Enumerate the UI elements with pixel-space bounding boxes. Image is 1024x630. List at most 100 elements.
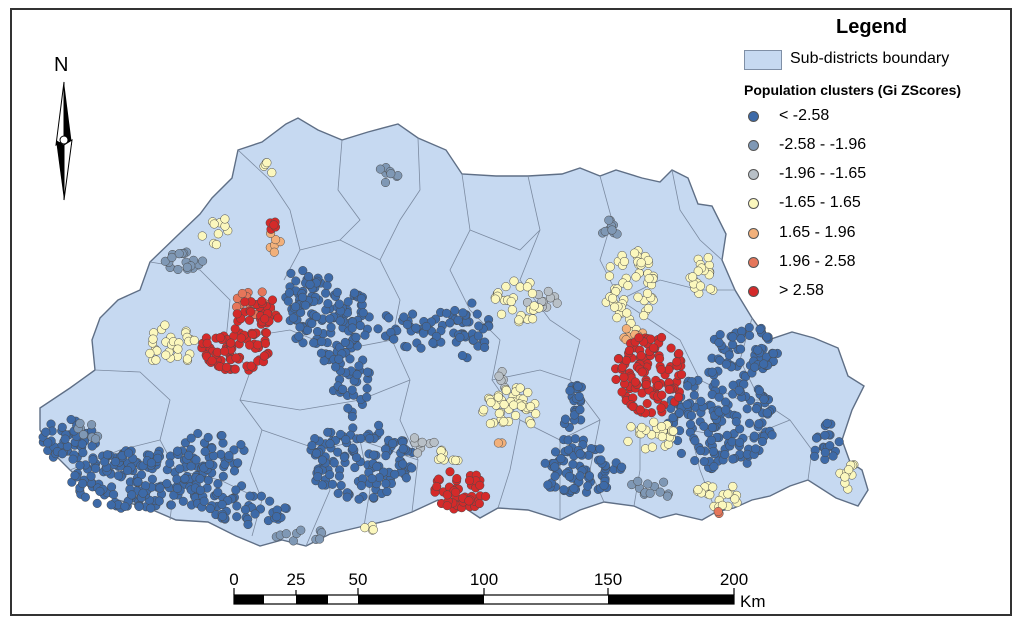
scale-tick-label: 200 xyxy=(719,570,749,589)
population-point xyxy=(173,344,183,354)
legend-class-label: -1.65 - 1.65 xyxy=(779,194,861,211)
population-point xyxy=(559,485,569,495)
population-point xyxy=(336,480,346,490)
population-point xyxy=(453,315,463,325)
population-point xyxy=(60,434,70,444)
population-point xyxy=(267,168,277,178)
population-point xyxy=(205,504,215,514)
population-point xyxy=(316,348,326,358)
population-point xyxy=(257,296,267,306)
population-point xyxy=(356,294,366,304)
population-point xyxy=(360,330,370,340)
population-point xyxy=(429,437,439,447)
population-point xyxy=(145,348,155,358)
population-point xyxy=(75,418,85,428)
population-point xyxy=(172,474,182,484)
population-point xyxy=(195,474,205,484)
population-point xyxy=(209,219,219,229)
population-point xyxy=(745,330,755,341)
population-point xyxy=(811,433,822,443)
population-point xyxy=(347,412,357,422)
population-point xyxy=(323,427,333,437)
legend-class-7: > 2.58 xyxy=(748,281,824,301)
legend-dot-icon xyxy=(748,110,759,122)
population-point xyxy=(323,299,333,309)
population-point xyxy=(198,256,208,266)
population-point xyxy=(699,456,709,467)
population-point xyxy=(709,462,719,472)
population-point xyxy=(550,462,560,472)
population-point xyxy=(493,392,503,402)
population-point xyxy=(291,302,301,312)
population-point xyxy=(604,215,614,225)
population-point xyxy=(375,164,385,174)
population-point xyxy=(570,434,580,444)
population-point xyxy=(723,489,733,499)
population-point xyxy=(825,441,835,451)
population-point xyxy=(708,482,718,492)
population-point xyxy=(127,490,137,500)
population-point xyxy=(358,308,368,318)
population-point xyxy=(643,303,653,313)
population-point xyxy=(321,288,331,298)
population-point xyxy=(66,414,76,425)
population-point xyxy=(166,500,176,510)
legend-class-5: 1.65 - 1.96 xyxy=(748,223,856,243)
population-point xyxy=(744,418,755,428)
population-point xyxy=(407,463,417,473)
population-point xyxy=(686,411,697,421)
population-point xyxy=(78,430,89,440)
legend-dot-icon xyxy=(748,256,759,268)
population-point xyxy=(240,297,250,307)
population-point xyxy=(231,485,241,495)
population-point xyxy=(80,492,90,502)
population-point xyxy=(608,293,618,303)
population-point xyxy=(442,308,452,318)
population-point xyxy=(91,463,101,473)
population-point xyxy=(668,426,678,436)
population-point xyxy=(202,338,212,348)
population-point xyxy=(173,264,183,275)
population-point xyxy=(354,361,364,371)
population-point xyxy=(325,314,335,324)
population-point xyxy=(445,467,455,477)
population-point xyxy=(715,330,725,340)
population-point xyxy=(706,435,716,445)
population-point xyxy=(259,351,269,361)
population-point xyxy=(474,499,484,509)
population-point xyxy=(834,437,844,447)
population-point xyxy=(311,312,321,322)
population-point xyxy=(464,496,474,506)
population-point xyxy=(622,308,632,318)
population-point xyxy=(742,404,752,414)
population-point xyxy=(714,392,724,402)
population-point xyxy=(343,297,353,307)
population-point xyxy=(347,323,357,333)
population-point xyxy=(637,367,647,377)
population-point xyxy=(373,324,383,334)
population-point xyxy=(693,485,703,495)
population-point xyxy=(768,348,778,359)
population-point xyxy=(88,455,98,465)
population-point xyxy=(619,372,629,382)
population-point xyxy=(162,479,172,489)
population-point xyxy=(689,390,699,400)
population-point xyxy=(256,491,266,501)
population-point xyxy=(666,343,676,353)
population-point xyxy=(250,509,260,519)
population-point xyxy=(523,387,533,398)
population-point xyxy=(445,318,455,328)
population-point xyxy=(209,451,219,461)
population-point xyxy=(248,329,258,339)
population-point xyxy=(123,465,133,475)
population-point xyxy=(284,288,294,298)
population-point xyxy=(398,459,408,469)
population-point xyxy=(735,437,745,447)
population-point xyxy=(317,455,327,465)
population-point xyxy=(43,438,53,448)
population-point xyxy=(626,422,636,432)
population-point xyxy=(809,451,820,461)
population-point xyxy=(283,296,293,306)
population-point xyxy=(727,437,737,447)
population-point xyxy=(245,491,255,501)
